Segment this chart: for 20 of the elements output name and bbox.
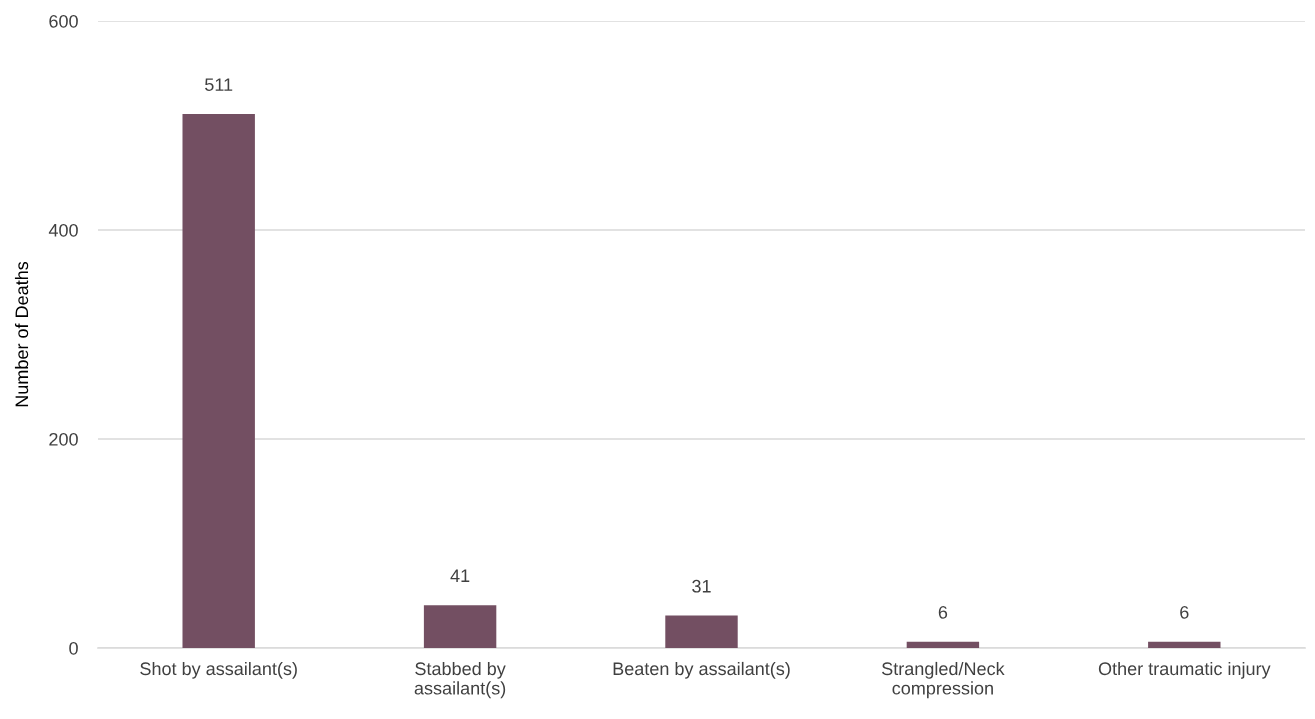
x-tick-label: Shot by assailant(s): [140, 661, 297, 679]
bar: [182, 114, 255, 648]
x-tick-label: Other traumatic injury: [1098, 661, 1271, 679]
y-axis-title: Number of Deaths: [14, 261, 29, 407]
data-label: 6: [1180, 605, 1189, 619]
bar: [423, 605, 497, 648]
data-label: 6: [938, 605, 948, 619]
y-tick-label: 400: [48, 223, 78, 237]
data-label: 41: [450, 569, 470, 582]
x-tick-label: Strangled/Neck compression: [882, 661, 1005, 699]
bar: [665, 615, 738, 648]
x-tick-label: Stabbed by assailant(s): [414, 661, 506, 699]
y-tick-label: 600: [49, 14, 78, 28]
bar: [1148, 641, 1221, 648]
x-tick-label: Beaten by assailant(s): [613, 661, 790, 679]
bar: [906, 641, 980, 648]
y-tick-label: 0: [69, 641, 78, 655]
data-label: 511: [205, 78, 233, 91]
y-tick-label: 200: [49, 432, 78, 446]
data-label: 31: [692, 579, 711, 593]
